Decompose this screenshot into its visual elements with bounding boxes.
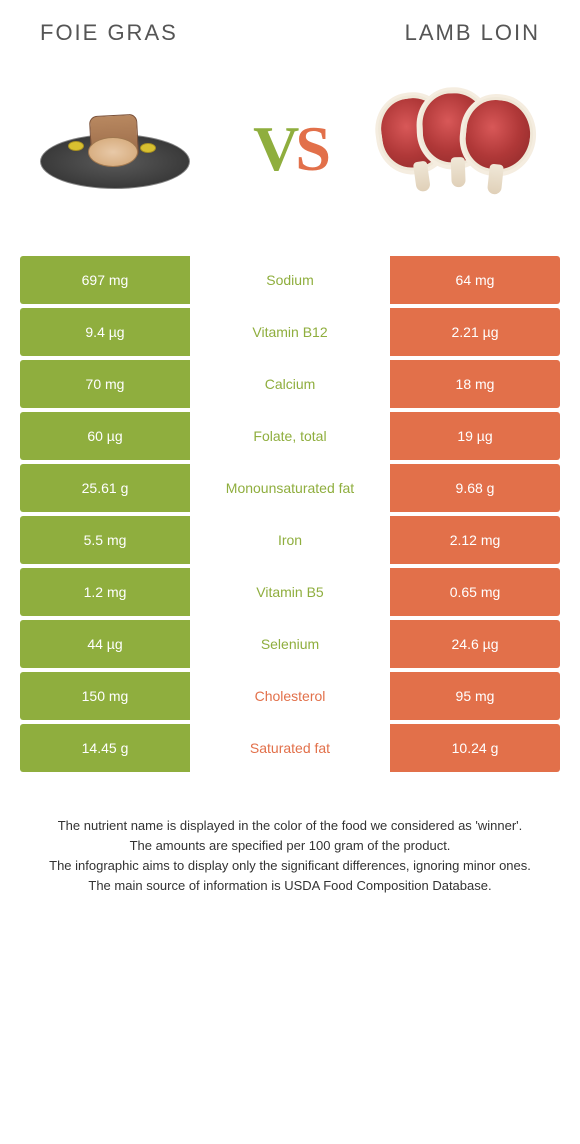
vs-badge: VS: [253, 112, 327, 186]
nutrition-row: 1.2 mgVitamin B50.65 mg: [20, 568, 560, 616]
nutrient-label: Calcium: [190, 360, 390, 408]
footer-text: The nutrient name is displayed in the co…: [0, 776, 580, 897]
right-value: 9.68 g: [390, 464, 560, 512]
nutrition-row: 60 µgFolate, total19 µg: [20, 412, 560, 460]
header-row: Foie gras Lamb loin: [0, 0, 580, 56]
right-value: 19 µg: [390, 412, 560, 460]
right-value: 95 mg: [390, 672, 560, 720]
nutrition-row: 697 mgSodium64 mg: [20, 256, 560, 304]
right-value: 10.24 g: [390, 724, 560, 772]
footer-line: The infographic aims to display only the…: [30, 856, 550, 876]
footer-line: The main source of information is USDA F…: [30, 876, 550, 896]
nutrition-table: 697 mgSodium64 mg9.4 µgVitamin B122.21 µ…: [0, 256, 580, 772]
nutrient-label: Saturated fat: [190, 724, 390, 772]
left-value: 697 mg: [20, 256, 190, 304]
nutrition-row: 14.45 gSaturated fat10.24 g: [20, 724, 560, 772]
right-value: 18 mg: [390, 360, 560, 408]
left-value: 25.61 g: [20, 464, 190, 512]
right-value: 2.21 µg: [390, 308, 560, 356]
lamb-loin-illustration: [375, 79, 555, 219]
left-value: 70 mg: [20, 360, 190, 408]
right-value: 24.6 µg: [390, 620, 560, 668]
nutrition-row: 150 mgCholesterol95 mg: [20, 672, 560, 720]
vs-letter-v: V: [253, 112, 295, 186]
nutrient-label: Monounsaturated fat: [190, 464, 390, 512]
footer-line: The nutrient name is displayed in the co…: [30, 816, 550, 836]
nutrition-row: 5.5 mgIron2.12 mg: [20, 516, 560, 564]
left-value: 14.45 g: [20, 724, 190, 772]
nutrition-row: 44 µgSelenium24.6 µg: [20, 620, 560, 668]
left-value: 1.2 mg: [20, 568, 190, 616]
right-value: 64 mg: [390, 256, 560, 304]
left-value: 60 µg: [20, 412, 190, 460]
nutrition-row: 9.4 µgVitamin B122.21 µg: [20, 308, 560, 356]
nutrient-label: Sodium: [190, 256, 390, 304]
nutrient-label: Selenium: [190, 620, 390, 668]
footer-line: The amounts are specified per 100 gram o…: [30, 836, 550, 856]
nutrient-label: Iron: [190, 516, 390, 564]
nutrient-label: Folate, total: [190, 412, 390, 460]
nutrient-label: Vitamin B12: [190, 308, 390, 356]
left-value: 5.5 mg: [20, 516, 190, 564]
right-value: 0.65 mg: [390, 568, 560, 616]
nutrition-row: 70 mgCalcium18 mg: [20, 360, 560, 408]
nutrition-row: 25.61 gMonounsaturated fat9.68 g: [20, 464, 560, 512]
left-value: 44 µg: [20, 620, 190, 668]
right-food-title: Lamb loin: [405, 20, 540, 46]
left-value: 9.4 µg: [20, 308, 190, 356]
left-food-title: Foie gras: [40, 20, 178, 46]
vs-letter-s: S: [295, 112, 327, 186]
right-value: 2.12 mg: [390, 516, 560, 564]
left-value: 150 mg: [20, 672, 190, 720]
images-row: VS: [0, 56, 580, 256]
nutrient-label: Vitamin B5: [190, 568, 390, 616]
foie-gras-illustration: [25, 79, 205, 219]
nutrient-label: Cholesterol: [190, 672, 390, 720]
